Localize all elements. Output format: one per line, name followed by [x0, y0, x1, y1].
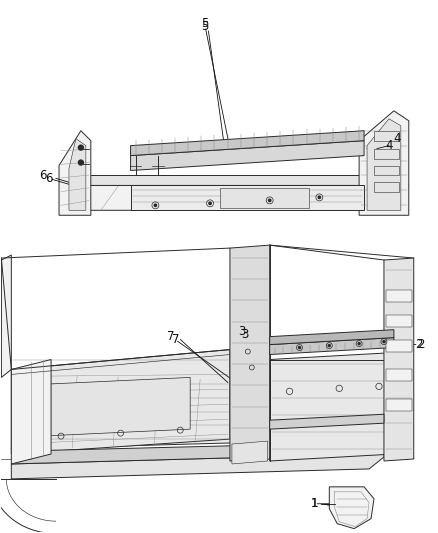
Text: 4: 4	[385, 139, 392, 152]
Circle shape	[298, 346, 300, 349]
Polygon shape	[359, 111, 409, 215]
Text: 4: 4	[393, 132, 401, 145]
Circle shape	[268, 199, 271, 201]
Circle shape	[318, 196, 321, 199]
Polygon shape	[230, 245, 270, 461]
Text: 6: 6	[39, 169, 47, 182]
Polygon shape	[270, 330, 394, 345]
Circle shape	[78, 145, 83, 150]
Polygon shape	[386, 340, 412, 352]
Polygon shape	[69, 139, 86, 211]
Circle shape	[328, 345, 330, 346]
Polygon shape	[374, 166, 399, 175]
Polygon shape	[270, 337, 394, 354]
Text: 1: 1	[311, 497, 318, 510]
Polygon shape	[1, 255, 11, 377]
Text: 2: 2	[415, 338, 423, 351]
Polygon shape	[232, 441, 268, 464]
Polygon shape	[41, 377, 190, 436]
Polygon shape	[11, 360, 51, 464]
Text: 5: 5	[201, 20, 209, 33]
Polygon shape	[386, 399, 412, 411]
Polygon shape	[386, 369, 412, 382]
Polygon shape	[131, 131, 364, 156]
Polygon shape	[367, 119, 401, 211]
Polygon shape	[11, 444, 384, 479]
Polygon shape	[11, 369, 384, 449]
Text: 1: 1	[311, 497, 318, 510]
Polygon shape	[270, 414, 384, 429]
Polygon shape	[61, 185, 409, 211]
Polygon shape	[329, 487, 374, 529]
Circle shape	[358, 343, 360, 345]
Text: 2: 2	[417, 338, 424, 351]
Text: 3: 3	[241, 328, 248, 341]
Text: 7: 7	[172, 333, 179, 346]
Polygon shape	[374, 182, 399, 192]
Circle shape	[209, 202, 211, 205]
Polygon shape	[11, 442, 379, 464]
Polygon shape	[384, 258, 414, 461]
Polygon shape	[386, 290, 412, 302]
Polygon shape	[59, 131, 91, 215]
Text: 3: 3	[238, 325, 246, 338]
Text: 6: 6	[46, 172, 53, 185]
Polygon shape	[374, 131, 399, 141]
Polygon shape	[374, 149, 399, 158]
Polygon shape	[386, 315, 412, 327]
Circle shape	[383, 341, 385, 343]
Polygon shape	[81, 175, 409, 185]
Polygon shape	[220, 188, 309, 208]
Polygon shape	[131, 185, 364, 211]
Polygon shape	[131, 141, 364, 171]
Polygon shape	[11, 350, 230, 454]
Polygon shape	[270, 352, 394, 461]
Circle shape	[78, 160, 83, 165]
Circle shape	[154, 204, 157, 206]
Text: 7: 7	[166, 330, 174, 343]
Text: 5: 5	[201, 17, 209, 30]
